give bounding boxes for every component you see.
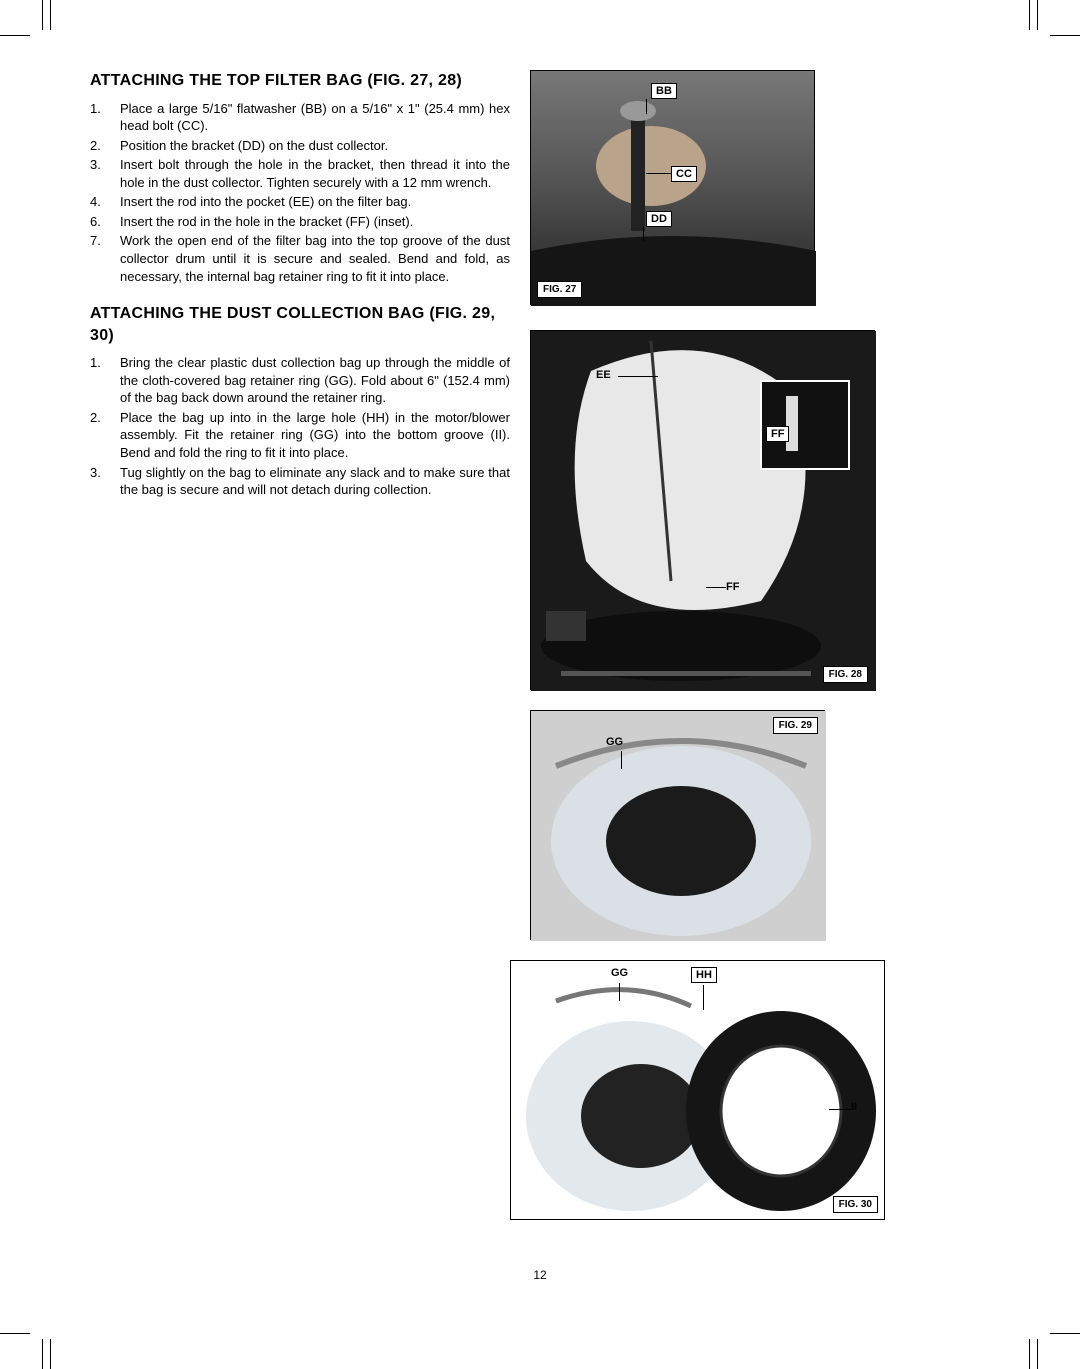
callout-line [829,1109,851,1110]
list-text: Work the open end of the filter bag into… [120,232,510,285]
callout-ff-inset: FF [766,426,789,442]
list-num: 2. [90,409,120,462]
list-num: 6. [90,213,120,231]
section-2-list: 1.Bring the clear plastic dust collectio… [90,354,510,498]
callout-ff: FF [726,581,739,593]
section-heading-2: ATTACHING THE DUST COLLECTION BAG (FIG. … [90,303,510,346]
callout-dd: DD [646,211,672,227]
figure-27: BB CC DD FIG. 27 [530,70,815,305]
list-item: 3.Insert bolt through the hole in the br… [90,156,510,191]
crop-mark [1050,35,1080,36]
list-num: 4. [90,193,120,211]
list-item: 1.Bring the clear plastic dust collectio… [90,354,510,407]
figure-30-illustration [511,961,886,1221]
list-num: 1. [90,354,120,407]
list-item: 1.Place a large 5/16" flatwasher (BB) on… [90,100,510,135]
list-text: Insert the rod into the pocket (EE) on t… [120,193,510,211]
page-number: 12 [533,1268,546,1282]
list-item: 3.Tug slightly on the bag to eliminate a… [90,464,510,499]
list-text: Insert bolt through the hole in the brac… [120,156,510,191]
figure-30: GG HH II FIG. 30 [510,960,885,1220]
list-item: 6.Insert the rod in the hole in the brac… [90,213,510,231]
callout-cc: CC [671,166,697,182]
crop-mark [42,0,43,30]
callout-gg: GG [606,736,623,748]
list-text: Place the bag up into in the large hole … [120,409,510,462]
figure-29: GG FIG. 29 [530,710,825,940]
list-num: 2. [90,137,120,155]
section-heading-1: ATTACHING THE TOP FILTER BAG (FIG. 27, 2… [90,70,510,92]
text-column: ATTACHING THE TOP FILTER BAG (FIG. 27, 2… [90,70,510,517]
list-text: Place a large 5/16" flatwasher (BB) on a… [120,100,510,135]
crop-mark [0,1333,30,1334]
crop-mark [50,0,51,30]
figure-27-illustration [531,71,816,306]
crop-mark [42,1339,43,1369]
list-text: Tug slightly on the bag to eliminate any… [120,464,510,499]
callout-line [619,983,620,1001]
figure-label: FIG. 30 [833,1196,878,1213]
figure-29-illustration [531,711,826,941]
callout-line [621,751,622,769]
callout-line [643,226,644,241]
list-num: 3. [90,156,120,191]
list-num: 1. [90,100,120,135]
list-text: Position the bracket (DD) on the dust co… [120,137,510,155]
callout-line [703,985,704,1010]
crop-mark [1037,0,1038,30]
list-item: 2.Position the bracket (DD) on the dust … [90,137,510,155]
figure-28-illustration [531,331,876,691]
list-item: 4.Insert the rod into the pocket (EE) on… [90,193,510,211]
callout-gg-2: GG [611,967,628,979]
crop-mark [1050,1333,1080,1334]
crop-mark [1029,1339,1030,1369]
list-num: 3. [90,464,120,499]
list-text: Bring the clear plastic dust collection … [120,354,510,407]
crop-mark [1029,0,1030,30]
figure-label: FIG. 27 [537,281,582,298]
callout-line [646,99,647,114]
callout-ee: EE [596,369,611,381]
callout-ii: II [851,1101,857,1113]
figure-label: FIG. 28 [823,666,868,683]
crop-mark [0,35,30,36]
figure-28: EE FF FF FIG. 28 [530,330,875,690]
figure-label: FIG. 29 [773,717,818,734]
crop-mark [50,1339,51,1369]
section-1-list: 1.Place a large 5/16" flatwasher (BB) on… [90,100,510,285]
callout-line [706,587,726,588]
callout-hh: HH [691,967,717,983]
list-text: Insert the rod in the hole in the bracke… [120,213,510,231]
crop-mark [1037,1339,1038,1369]
list-item: 7.Work the open end of the filter bag in… [90,232,510,285]
callout-line [618,376,658,377]
callout-bb: BB [651,83,677,99]
list-item: 2.Place the bag up into in the large hol… [90,409,510,462]
page-content: ATTACHING THE TOP FILTER BAG (FIG. 27, 2… [90,70,990,1300]
callout-line [646,173,671,174]
list-num: 7. [90,232,120,285]
